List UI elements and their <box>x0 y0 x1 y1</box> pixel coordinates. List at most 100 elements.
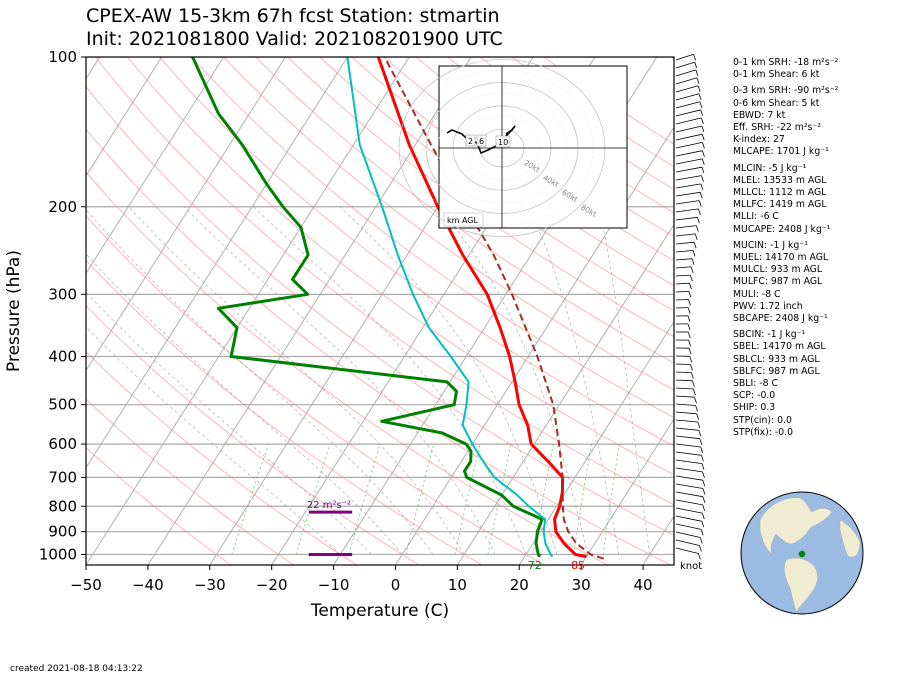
wind-barb <box>675 85 699 93</box>
stat-row: MLEL: 13533 m AGL <box>733 174 827 186</box>
y-tick-label: 400 <box>48 348 77 366</box>
x-axis-label: Temperature (C) <box>310 601 449 621</box>
wind-barb <box>675 150 703 157</box>
wind-barb <box>675 166 703 173</box>
hodograph-legend: km AGL <box>447 216 479 225</box>
wind-barb-flag <box>687 331 691 339</box>
wind-barb-flag <box>702 496 706 503</box>
wind-barb-flag <box>690 266 694 274</box>
wind-barb <box>675 266 692 269</box>
wind-barb <box>675 379 693 382</box>
wind-barb <box>675 208 699 213</box>
wind-barb <box>675 142 703 149</box>
wind-barb-flag <box>693 54 696 61</box>
x-tick-label: −20 <box>256 576 288 594</box>
hodograph-marker: 10 <box>498 138 508 147</box>
data-lines <box>191 57 605 560</box>
y-tick-label: 1000 <box>39 545 77 563</box>
mixing-ratio-line <box>454 443 481 555</box>
stat-row: MLCIN: -5 J kg⁻¹ <box>733 162 807 174</box>
stat-row: STP(cin): 0.0 <box>733 414 792 426</box>
wind-barb-flag <box>702 480 706 487</box>
wind-barb-flag <box>698 208 701 216</box>
wind-barb-flag <box>689 356 693 363</box>
stat-row: Eff. SRH: -22 m²s⁻² <box>733 122 822 134</box>
wind-barb <box>675 183 701 189</box>
stat-row: 0-3 km SRH: -90 m²s⁻² <box>733 85 839 97</box>
dry-adiabat <box>319 57 674 312</box>
wind-barb-flag <box>701 117 704 125</box>
dry-adiabat <box>86 446 232 565</box>
dry-adiabat <box>255 57 674 364</box>
wind-barb <box>675 363 691 365</box>
wind-barb-flag <box>690 364 693 371</box>
wind-barb <box>675 53 694 61</box>
wind-barb-flag <box>700 183 704 191</box>
wind-barb-flag <box>688 291 692 298</box>
wind-barb <box>675 411 697 415</box>
stat-row: MULFC: 987 m AGL <box>733 276 823 288</box>
wind-barb-flag <box>702 150 705 157</box>
mixing-ratio-line <box>231 443 270 555</box>
wind-barb-flag <box>692 250 696 257</box>
x-tick-label: −50 <box>70 576 102 594</box>
isotherm-line <box>86 57 348 469</box>
wind-barb-flag <box>699 101 703 108</box>
wind-barb-flag <box>702 471 705 479</box>
stat-row: SBCIN: -1 J kg⁻¹ <box>733 329 806 341</box>
hodograph-marker-box <box>465 134 476 147</box>
stat-row: MUCAPE: 2408 J kg⁻¹ <box>733 223 831 235</box>
wind-barb <box>675 531 701 538</box>
wind-barb-flag <box>694 397 697 404</box>
africa-shape <box>839 519 861 558</box>
wind-barb <box>675 387 694 390</box>
y-tick-label: 200 <box>48 198 77 216</box>
mixing-ratio-line <box>573 444 592 555</box>
isotherm-line <box>580 418 674 565</box>
x-tick-label: 30 <box>572 576 591 594</box>
x-tick-label: 0 <box>391 576 401 594</box>
annotations: 22 m²s⁻² 72 85 knot <box>307 500 702 572</box>
wind-barb-flag <box>691 372 694 379</box>
wind-barb-flag <box>693 242 697 249</box>
stat-row: K-index: 27 <box>733 134 785 146</box>
wind-barb <box>675 175 702 181</box>
stat-row: SHIP: 0.3 <box>733 402 776 414</box>
srh-label: 22 m²s⁻² <box>307 500 351 511</box>
wind-barb <box>675 109 701 117</box>
north-america-shape <box>759 497 833 555</box>
x-tick-label: −40 <box>132 576 164 594</box>
dry-adiabat <box>191 57 674 419</box>
wind-barb <box>675 395 695 398</box>
wind-barb <box>675 539 700 546</box>
stat-row: SCP: -0.0 <box>733 390 776 402</box>
chart-title-line2: Init: 2021081800 Valid: 202108201900 UTC <box>86 28 503 50</box>
wetbulb-profile <box>346 57 554 558</box>
wind-barb-flag <box>694 233 698 241</box>
moist-adiabat <box>86 326 341 555</box>
wind-barb-flag <box>698 93 702 100</box>
axes: −50 −40 −30 −20 −10 0 10 20 30 40 100 200 300 400 500 6… <box>4 48 653 621</box>
wind-barb <box>675 475 703 481</box>
wind-barb-flag <box>695 69 699 77</box>
wind-barb <box>675 225 697 229</box>
wind-barb-flag <box>699 192 703 199</box>
wind-barb-flag <box>700 529 704 536</box>
wind-barb-flag <box>701 134 705 141</box>
y-axis-label: Pressure (hPa) <box>4 250 24 372</box>
wind-barb-flag <box>701 521 705 528</box>
wind-barb-flag <box>696 413 700 420</box>
wind-barb-flag <box>689 283 692 290</box>
temperature-profile <box>376 57 587 559</box>
wind-barb <box>675 158 703 165</box>
stat-row: MLCAPE: 1701 J kg⁻¹ <box>733 146 829 158</box>
isotherm-line <box>456 223 674 565</box>
wind-barb <box>675 443 701 448</box>
wind-barb <box>675 233 696 237</box>
wind-barb-flag <box>702 142 705 149</box>
parcel-profile <box>383 57 605 560</box>
wind-barb <box>675 191 701 197</box>
stat-row: 0-1 km SRH: -18 m²s⁻² <box>733 57 839 68</box>
x-tick-label: 10 <box>448 576 467 594</box>
